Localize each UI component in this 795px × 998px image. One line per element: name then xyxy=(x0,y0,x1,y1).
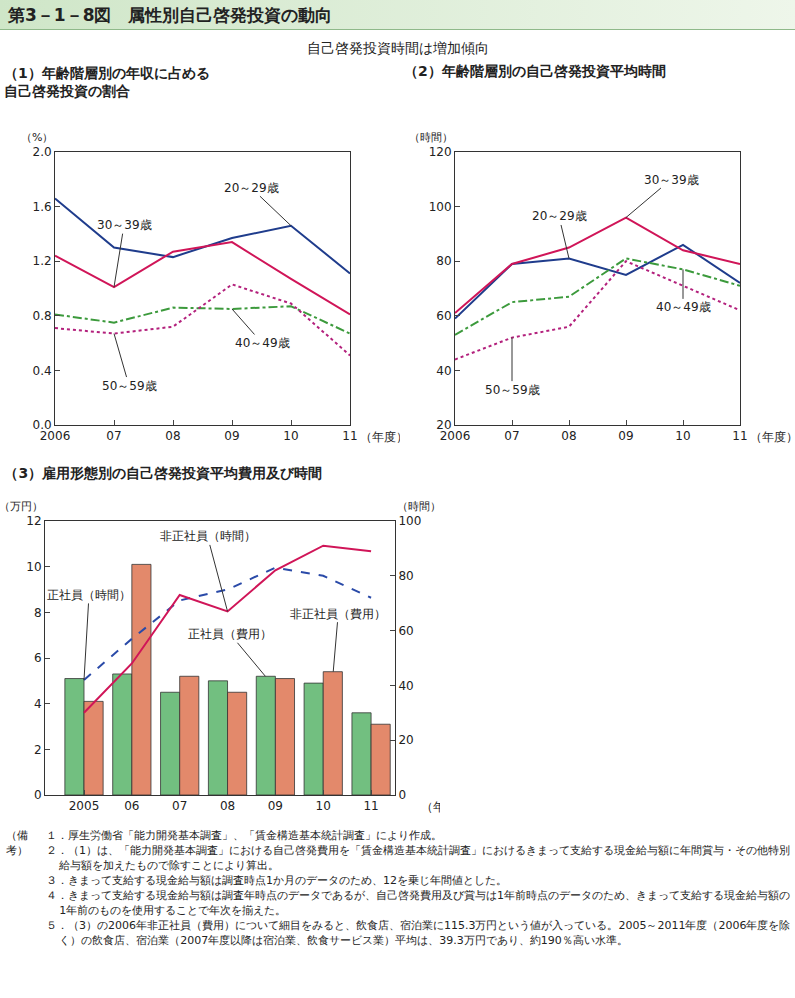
svg-text:（時間）: （時間） xyxy=(409,131,453,144)
svg-text:07: 07 xyxy=(504,429,519,443)
svg-text:12: 12 xyxy=(26,514,41,528)
svg-text:120: 120 xyxy=(429,145,452,159)
svg-text:2: 2 xyxy=(34,743,42,757)
svg-text:10: 10 xyxy=(283,429,298,443)
svg-text:20: 20 xyxy=(398,733,413,747)
svg-text:50～59歳: 50～59歳 xyxy=(102,379,157,393)
svg-text:08: 08 xyxy=(220,799,235,813)
svg-text:10: 10 xyxy=(26,560,41,574)
svg-text:100: 100 xyxy=(429,200,452,214)
svg-text:0: 0 xyxy=(398,788,406,802)
html-text:３．きまって支給する現金給与額は調査時点1か月のデータのため: ３．きまって支給する現金給与額は調査時点1か月のデータのため、12を乗じ年間値と… xyxy=(46,874,507,887)
svg-text:10: 10 xyxy=(675,429,690,443)
svg-text:08: 08 xyxy=(561,429,576,443)
svg-text:80: 80 xyxy=(398,569,413,583)
svg-text:4: 4 xyxy=(34,697,42,711)
svg-text:6: 6 xyxy=(34,651,42,665)
svg-text:06: 06 xyxy=(124,799,139,813)
html-text:（備考）: （備考） xyxy=(6,829,28,857)
svg-text:（年度）: （年度） xyxy=(360,430,400,444)
svg-text:30～39歳: 30～39歳 xyxy=(97,218,152,232)
svg-text:08: 08 xyxy=(165,429,180,443)
svg-text:（3）雇用形態別の自己啓発投資平均費用及び時間: （3）雇用形態別の自己啓発投資平均費用及び時間 xyxy=(4,465,322,481)
svg-text:09: 09 xyxy=(268,799,283,813)
svg-text:（万円）: （万円） xyxy=(0,500,43,513)
svg-text:11: 11 xyxy=(342,429,357,443)
svg-text:1.6: 1.6 xyxy=(33,200,52,214)
svg-text:11: 11 xyxy=(363,799,378,813)
svg-text:50～59歳: 50～59歳 xyxy=(485,383,540,397)
svg-text:20: 20 xyxy=(436,418,451,432)
svg-text:（2）年齢階層別の自己啓発投資平均時間: （2）年齢階層別の自己啓発投資平均時間 xyxy=(404,63,666,79)
svg-text:8: 8 xyxy=(34,606,42,620)
svg-text:2.0: 2.0 xyxy=(33,145,52,159)
svg-text:0.4: 0.4 xyxy=(33,364,52,378)
svg-text:正社員（費用）: 正社員（費用） xyxy=(188,627,272,641)
svg-text:非正社員（費用）: 非正社員（費用） xyxy=(290,607,386,621)
svg-text:0: 0 xyxy=(34,788,42,802)
svg-text:20～29歳: 20～29歳 xyxy=(532,209,587,223)
svg-text:40～49歳: 40～49歳 xyxy=(235,336,290,350)
svg-text:07: 07 xyxy=(172,799,187,813)
svg-text:2005: 2005 xyxy=(69,799,100,813)
svg-text:（年度）: （年度） xyxy=(750,430,795,444)
svg-text:2006: 2006 xyxy=(440,429,471,443)
svg-text:80: 80 xyxy=(436,254,451,268)
html-text:５．（3）の2006年非正社員（費用）について細目をみると、: ５．（3）の2006年非正社員（費用）について細目をみると、飲食店、宿泊業に11… xyxy=(46,919,791,947)
svg-text:60: 60 xyxy=(398,624,413,638)
svg-text:20～29歳: 20～29歳 xyxy=(224,181,279,195)
svg-text:100: 100 xyxy=(398,514,421,528)
svg-text:（1）年齢階層別の年収に占める自己啓発投資の割合: （1）年齢階層別の年収に占める自己啓発投資の割合 xyxy=(4,65,210,99)
svg-text:07: 07 xyxy=(106,429,121,443)
svg-text:09: 09 xyxy=(618,429,633,443)
svg-text:（%）: （%） xyxy=(21,131,53,144)
svg-text:40: 40 xyxy=(398,679,413,693)
svg-text:60: 60 xyxy=(436,309,451,323)
svg-text:1.2: 1.2 xyxy=(33,254,52,268)
svg-text:30～39歳: 30～39歳 xyxy=(644,173,699,187)
svg-text:40～49歳: 40～49歳 xyxy=(656,300,711,314)
svg-text:40: 40 xyxy=(436,364,451,378)
svg-text:非正社員（時間）: 非正社員（時間） xyxy=(160,529,256,543)
svg-text:09: 09 xyxy=(224,429,239,443)
svg-text:（時間）: （時間） xyxy=(397,500,440,513)
svg-text:11: 11 xyxy=(732,429,747,443)
html-text:２．（1）は、「能力開発基本調査」における自己啓発費用を「賃: ２．（1）は、「能力開発基本調査」における自己啓発費用を「賃金構造基本統計調査」… xyxy=(46,844,790,872)
svg-text:2006: 2006 xyxy=(40,429,71,443)
svg-text:10: 10 xyxy=(316,799,331,813)
svg-text:（年度）: （年度） xyxy=(421,800,440,814)
svg-text:0.0: 0.0 xyxy=(33,418,52,432)
svg-text:正社員（時間）: 正社員（時間） xyxy=(47,588,131,602)
svg-text:0.8: 0.8 xyxy=(33,309,52,323)
html-text:１．厚生労働省「能力開発基本調査」、「賃金構造基本統計調査」: １．厚生労働省「能力開発基本調査」、「賃金構造基本統計調査」により作成。 xyxy=(46,829,442,842)
html-text:第3－1－8図 属性別自己啓発投資の動向: 第3－1－8図 属性別自己啓発投資の動向 xyxy=(8,5,333,25)
html-text:４．きまって支給する現金給与額は調査年時点のデータであるが、: ４．きまって支給する現金給与額は調査年時点のデータであるが、自己啓発費用及び賞与… xyxy=(46,889,790,917)
html-text:自己啓発投資時間は増加傾向: 自己啓発投資時間は増加傾向 xyxy=(306,40,489,56)
